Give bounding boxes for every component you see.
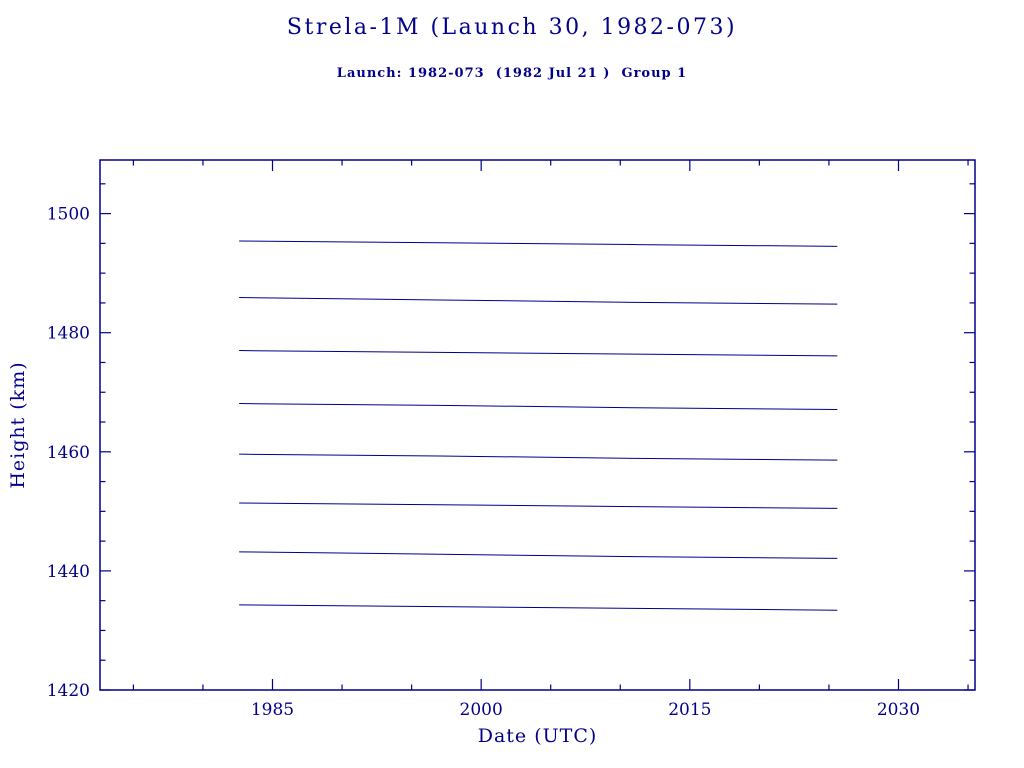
x-tick-label: 2015 xyxy=(668,700,711,720)
chart-subtitle: Launch: 1982-073 (1982 Jul 21 ) Group 1 xyxy=(336,66,688,81)
x-tick-label: 2030 xyxy=(877,700,920,720)
series-line xyxy=(239,240,838,247)
series-line xyxy=(239,297,838,305)
y-tick-label: 1460 xyxy=(47,443,90,463)
x-tick-label: 2000 xyxy=(460,700,503,720)
x-tick-label: 1985 xyxy=(251,700,294,720)
plot-box xyxy=(99,159,976,691)
series-line xyxy=(239,350,838,357)
y-tick-label: 1420 xyxy=(47,681,90,701)
x-axis-label: Date (UTC) xyxy=(478,725,598,747)
series-line xyxy=(239,551,838,559)
series-line xyxy=(239,604,838,611)
chart-title: Strela-1M (Launch 30, 1982-073) xyxy=(286,15,738,40)
y-axis-label: Height (km) xyxy=(7,361,29,488)
series-line xyxy=(239,403,838,411)
series-line xyxy=(239,502,838,509)
y-tick-label: 1500 xyxy=(47,205,90,225)
y-tick-label: 1440 xyxy=(47,562,90,582)
series-line xyxy=(239,453,838,461)
y-tick-label: 1480 xyxy=(47,324,90,344)
